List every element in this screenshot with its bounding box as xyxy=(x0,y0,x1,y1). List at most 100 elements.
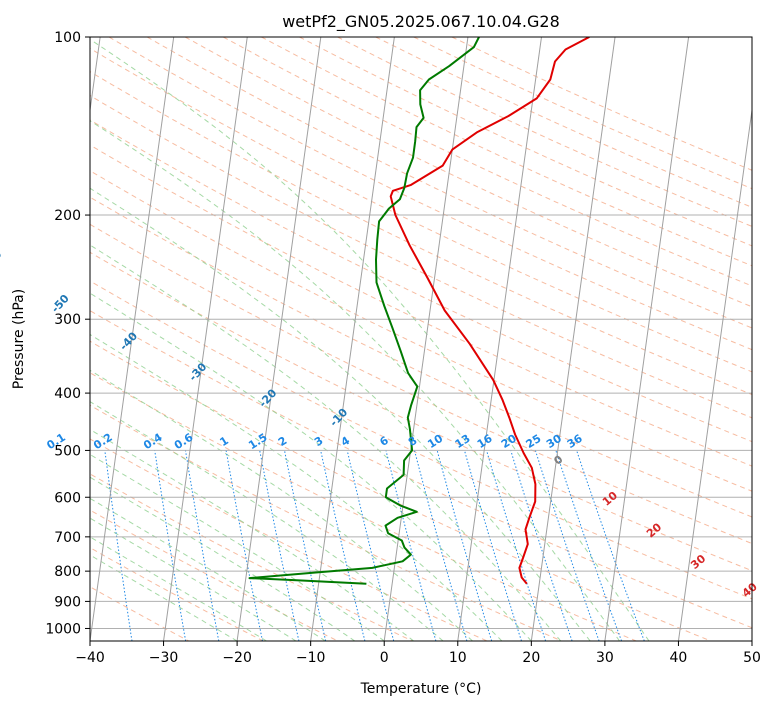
mixing-ratio-label: 2 xyxy=(276,434,289,449)
mixing-ratio-line xyxy=(284,450,327,641)
mixing-ratio-line xyxy=(385,450,437,641)
isotherm-label: -30 xyxy=(186,360,209,384)
mixing-ratio-line xyxy=(346,450,395,641)
mixing-ratio-label: 36 xyxy=(565,432,585,451)
isotherm-line xyxy=(310,37,395,641)
isotherm-line xyxy=(90,37,175,641)
mixing-ratio-label: 10 xyxy=(425,432,445,451)
moist-adiabat-label: 10 xyxy=(600,489,620,509)
y-axis: 100 200 300 400 500 600 700 800 900 1000 xyxy=(45,30,90,637)
x-axis: −40 −30 −20 −10 0 10 20 30 40 50 xyxy=(75,641,761,666)
moist-adiabat-label: 20 xyxy=(644,520,664,540)
dry-adiabat-line xyxy=(90,223,752,545)
moist-adiabat-line xyxy=(90,292,532,641)
y-tick-label: 600 xyxy=(54,490,81,506)
x-tick-label: 10 xyxy=(449,650,467,666)
mixing-ratio-line xyxy=(555,450,623,641)
x-tick-label: −40 xyxy=(75,650,105,666)
y-tick-label: 1000 xyxy=(45,621,81,637)
dry-adiabat-line xyxy=(90,71,752,396)
mixing-ratio-line xyxy=(225,450,263,641)
dry-adiabat-line xyxy=(337,37,752,227)
mixing-ratio-line xyxy=(185,450,220,641)
mixing-ratio-line xyxy=(464,450,522,641)
dry-adiabat-line xyxy=(184,37,752,308)
moist-adiabat-line xyxy=(90,369,473,641)
mixing-ratio-label: 16 xyxy=(475,432,495,451)
x-axis-label: Temperature (°C) xyxy=(360,681,482,697)
x-tick-label: 40 xyxy=(670,650,688,666)
dry-adiabat-line xyxy=(90,547,264,641)
dry-adiabat-line xyxy=(261,37,752,267)
moist-adiabat-line xyxy=(90,536,267,641)
mixing-ratio-label: 0.2 xyxy=(91,431,114,452)
dry-adiabat-line xyxy=(90,144,752,467)
mixing-ratio-line xyxy=(576,450,645,641)
moist-adiabat-line xyxy=(90,453,385,641)
mixing-ratio-line xyxy=(436,450,493,641)
grid-lines xyxy=(90,37,752,641)
dry-adiabat-line xyxy=(90,586,189,641)
dry-adiabat-line xyxy=(90,372,637,641)
dry-adiabat-line xyxy=(299,37,752,247)
x-tick-label: 30 xyxy=(596,650,614,666)
mixing-ratio-label: 13 xyxy=(453,432,473,451)
background-lines xyxy=(90,37,752,641)
mixing-ratio-line xyxy=(414,450,468,641)
y-tick-label: 700 xyxy=(54,530,81,546)
isotherm-label: -20 xyxy=(256,386,279,410)
mixing-ratio-line xyxy=(259,450,300,641)
moist-adiabat-line xyxy=(90,476,356,641)
moist-adiabat-label: 0 xyxy=(551,453,565,468)
mixing-ratio-label: 8 xyxy=(406,434,419,449)
y-tick-label: 500 xyxy=(54,443,81,459)
isotherm-label: -60 xyxy=(0,248,5,272)
moist-adiabat-line xyxy=(90,120,620,641)
dry-adiabat-line xyxy=(90,438,488,641)
x-tick-label: −20 xyxy=(222,650,252,666)
dry-adiabat-line xyxy=(223,37,752,287)
isotherm-line xyxy=(530,37,616,641)
dry-adiabat-line xyxy=(90,310,752,629)
temperature-profile-line xyxy=(389,37,590,585)
dry-adiabat-line xyxy=(108,37,752,351)
plot-frame xyxy=(89,36,753,642)
profile-series xyxy=(248,37,590,585)
moist-adiabat-line xyxy=(90,497,326,641)
chart-title: wetPf2_GN05.2025.067.10.04.G28 xyxy=(282,12,560,32)
mixing-ratio-line xyxy=(534,450,600,641)
mixing-ratio-line xyxy=(104,450,133,641)
isotherm-label: -40 xyxy=(117,329,140,353)
y-axis-label: Pressure (hPa) xyxy=(11,289,27,389)
dry-adiabat-line xyxy=(90,404,562,641)
dry-adiabat-line xyxy=(90,170,752,492)
isotherm-line xyxy=(90,37,101,114)
mixing-ratio-label: 30 xyxy=(544,432,564,451)
dry-adiabat-line xyxy=(90,251,752,572)
dry-adiabat-line xyxy=(146,37,752,329)
moist-adiabat-label: 30 xyxy=(688,552,708,572)
mixing-ratio-label: 6 xyxy=(377,434,391,449)
isotherm-line xyxy=(236,37,322,641)
y-tick-label: 100 xyxy=(54,30,81,46)
x-tick-label: 20 xyxy=(522,650,540,666)
x-tick-label: −30 xyxy=(149,650,179,666)
x-tick-label: 0 xyxy=(380,650,389,666)
mixing-ratio-label: 1 xyxy=(218,434,231,449)
isotherm-line xyxy=(604,37,690,641)
y-tick-label: 900 xyxy=(54,594,81,610)
mixing-ratio-label: 4 xyxy=(339,434,353,449)
dry-adiabat-line xyxy=(90,119,752,443)
moist-adiabat-line xyxy=(90,517,297,641)
isotherm-line xyxy=(457,37,542,641)
y-tick-label: 300 xyxy=(54,312,81,328)
y-tick-label: 200 xyxy=(54,208,81,224)
dry-adiabat-line xyxy=(375,37,752,208)
dry-adiabat-line xyxy=(90,196,752,518)
moist-adiabat-label: 40 xyxy=(740,580,760,600)
x-tick-label: 50 xyxy=(743,650,761,666)
y-tick-label: 800 xyxy=(54,564,81,580)
moist-adiabat-line xyxy=(90,244,562,641)
line-labels: 0.10.20.40.611.52346810131620253036-100-… xyxy=(0,248,760,600)
